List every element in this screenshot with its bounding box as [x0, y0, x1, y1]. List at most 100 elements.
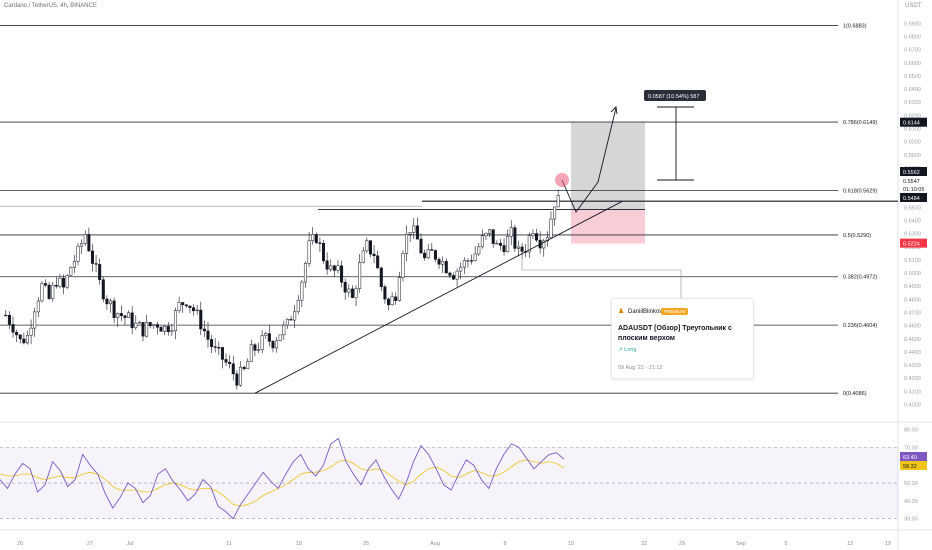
long-arrow-icon: ↗ [618, 347, 623, 353]
candle-body [54, 284, 58, 287]
candle-body [491, 229, 495, 244]
time-tick-label: Aug [430, 541, 440, 547]
price-tick-label: 0.6600 [904, 61, 921, 67]
candle-body [484, 233, 488, 237]
candle-body [267, 333, 271, 342]
rsi-ma-line [0, 459, 565, 507]
measure-label-box [644, 90, 706, 101]
rsi-tick-label: 70.00 [904, 445, 918, 451]
candle-body [433, 250, 437, 260]
candle-body [4, 314, 8, 317]
candle-body [83, 234, 87, 244]
candle-body [235, 373, 239, 386]
candle-body [307, 240, 311, 264]
candle-body [303, 263, 307, 283]
projection-path [561, 107, 617, 213]
time-tick-label: 27 [87, 541, 93, 547]
candle-body [7, 315, 11, 325]
candle-body [145, 322, 149, 337]
candle-body [44, 283, 48, 286]
time-tick-label: 19 [885, 541, 891, 547]
candle-body [408, 232, 412, 235]
idea-card[interactable]: ♟ DaniilBlinkov PREMIUM ADAUSDT [Обзор] … [611, 298, 754, 379]
fib-level-label: 1(0.6883) [843, 24, 867, 30]
time-tick-label: 5 [784, 541, 787, 547]
candle-body [444, 261, 448, 274]
time-tick-label: 20 [17, 541, 23, 547]
candle-body [401, 253, 405, 278]
target-zone [571, 122, 645, 210]
candle-body [535, 233, 539, 241]
candle-body [480, 235, 484, 248]
candle-body [397, 277, 401, 301]
time-tick-label: 15 [568, 541, 574, 547]
candle-body [354, 288, 358, 298]
candle-body [390, 296, 394, 306]
rsi-band-fill [0, 447, 898, 519]
candle-body [163, 326, 167, 332]
candle-body [249, 344, 253, 362]
candle-body [51, 284, 55, 299]
candle-body [502, 245, 506, 253]
candle-body [242, 366, 246, 370]
time-tick-label: 22 [641, 541, 647, 547]
candle-body [90, 250, 94, 264]
candle-body [365, 240, 369, 252]
price-label-box [900, 167, 927, 176]
candle-body [318, 242, 322, 244]
rsi-tick-label: 40.00 [904, 499, 918, 505]
candle-body [137, 322, 141, 324]
candle-body [293, 311, 297, 321]
candle-body [116, 313, 120, 318]
rsi-tick-label: 50.00 [904, 481, 918, 487]
fib-level-label: 0.618(0.5629) [843, 188, 877, 194]
candle-body [177, 302, 181, 311]
candle-body [246, 361, 250, 370]
price-label: 0.5547 [903, 179, 920, 185]
candle-body [224, 359, 228, 363]
time-tick-label: 18 [296, 541, 302, 547]
candle-body [134, 322, 138, 329]
idea-title[interactable]: ADAUSDT [Обзор] Треугольник с плоским ве… [618, 325, 732, 342]
price-tick-label: 0.4800 [904, 297, 921, 303]
price-label-box [900, 184, 927, 193]
candle-body [275, 340, 279, 349]
idea-direction-tag: ↗ Long [618, 347, 636, 353]
currency-label: USDT [905, 3, 922, 9]
candle-body [184, 304, 188, 307]
candle-body [368, 240, 372, 255]
candle-body [520, 246, 524, 252]
idea-direction-label: Long [624, 347, 637, 353]
candle-body [347, 288, 351, 293]
candle-body [513, 227, 517, 249]
candle-body [466, 260, 470, 262]
rsi-tick-label: 30.00 [904, 517, 918, 523]
candle-body [231, 363, 235, 375]
price-label-box [900, 238, 927, 248]
price-tick-label: 0.4100 [904, 389, 921, 395]
candle-body [25, 334, 29, 344]
price-label: 01:10:05 [903, 187, 924, 193]
price-tick-label: 0.6500 [904, 74, 921, 80]
candle-body [108, 300, 113, 305]
candle-body [455, 270, 459, 280]
candle-body [441, 261, 445, 265]
candle-body [412, 225, 416, 233]
rsi-value-box [900, 452, 927, 461]
price-tick-label: 0.4700 [904, 310, 921, 316]
fib-level-label: 0.382(0.4972) [843, 275, 877, 281]
price-tick-label: 0.6000 [904, 140, 921, 146]
candle-body [76, 245, 80, 262]
candle-body [170, 330, 174, 333]
price-tick-label: 0.5400 [904, 218, 921, 224]
candle-body [336, 265, 340, 271]
price-tick-label: 0.5200 [904, 245, 921, 251]
idea-author[interactable]: DaniilBlinkov [628, 309, 663, 315]
candle-body [383, 286, 387, 300]
candle-body [542, 240, 546, 249]
candle-body [509, 227, 513, 237]
price-tick-label: 0.5300 [904, 232, 921, 238]
candle-body [289, 319, 293, 321]
candle-body [325, 260, 329, 270]
